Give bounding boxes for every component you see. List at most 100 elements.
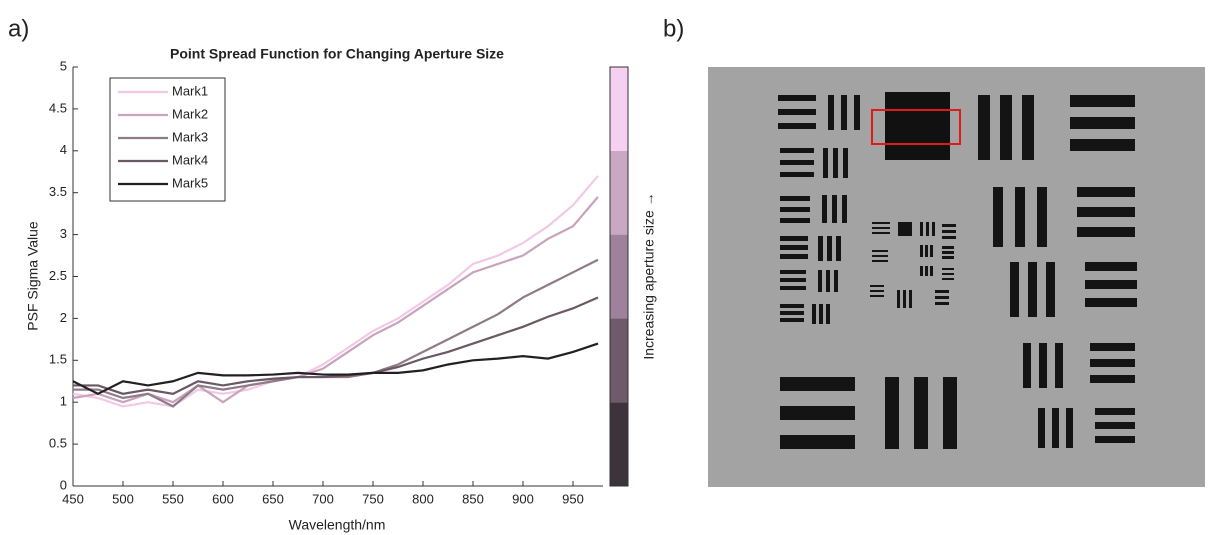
y-tick-label: 5 (60, 58, 67, 73)
target-bar (818, 270, 822, 292)
target-bar (1095, 436, 1135, 443)
target-bar (780, 278, 806, 282)
target-bar (780, 377, 855, 391)
target-bar (780, 196, 810, 201)
x-tick-label: 450 (62, 491, 84, 506)
x-tick-label: 700 (312, 491, 334, 506)
target-bar (843, 148, 848, 178)
target-bar (819, 304, 823, 324)
target-bar (930, 245, 933, 257)
target-bar (1023, 343, 1031, 388)
y-tick-label: 0 (60, 477, 67, 492)
target-bar (914, 377, 928, 449)
target-bar (780, 245, 808, 250)
x-tick-label: 500 (112, 491, 134, 506)
target-bar (930, 266, 933, 276)
target-bar (920, 245, 923, 257)
target-bar (780, 148, 814, 153)
target-bar (780, 270, 806, 274)
target-bar (903, 290, 906, 308)
target-bar (1090, 343, 1135, 351)
y-tick-label: 1 (60, 394, 67, 409)
target-bar (872, 232, 890, 234)
target-bar (1070, 117, 1135, 129)
target-bar (1070, 139, 1135, 151)
target-bar (942, 236, 956, 239)
target-bar (870, 295, 884, 297)
chart-title: Point Spread Function for Changing Apert… (170, 46, 504, 62)
target-square (885, 92, 950, 160)
series-line (72, 175, 599, 408)
target-bar (826, 270, 830, 292)
target-bar (942, 268, 954, 270)
target-bar (932, 222, 935, 236)
y-tick-label: 2 (60, 310, 67, 325)
target-bar (1095, 422, 1135, 429)
target-bar (780, 318, 804, 322)
target-bar (872, 222, 890, 224)
target-bar (828, 95, 834, 130)
target-bar (1037, 187, 1047, 247)
target-bar (780, 218, 810, 223)
target-bar (1039, 343, 1047, 388)
target-bar (1055, 343, 1063, 388)
series-line (72, 196, 599, 404)
legend-label: Mark1 (172, 83, 208, 98)
legend-label: Mark5 (172, 175, 208, 190)
target-bar (1066, 408, 1073, 448)
x-tick-label: 650 (262, 491, 284, 506)
target-bar (935, 302, 949, 305)
target-bar (822, 195, 827, 223)
target-bar (1085, 262, 1137, 271)
colorbar-segment (610, 150, 628, 235)
target-bar (885, 377, 899, 449)
legend-box (109, 77, 226, 202)
target-bar (818, 236, 823, 261)
target-bar (1085, 298, 1137, 307)
target-bar (942, 246, 954, 249)
panel-label: a) (8, 15, 29, 42)
target-bar (942, 251, 954, 254)
x-tick-label: 750 (362, 491, 384, 506)
target-bar (1077, 227, 1135, 237)
x-tick-label: 550 (162, 491, 184, 506)
target-photo (708, 67, 1205, 487)
target-bar (1085, 280, 1137, 289)
panel-label: b) (663, 15, 684, 42)
colorbar-frame (609, 66, 629, 487)
target-bar (854, 95, 860, 130)
colorbar-segment (610, 402, 628, 486)
target-bar (780, 406, 855, 420)
target-bar (780, 160, 814, 165)
y-tick-label: 4.5 (49, 100, 67, 115)
target-bar (943, 377, 957, 449)
target-bar (942, 278, 954, 280)
target-bar (870, 290, 884, 292)
target-bar (832, 195, 837, 223)
target-bar (1038, 408, 1045, 448)
target-bar (780, 286, 806, 290)
target-bar (872, 255, 888, 257)
target-bar (1015, 187, 1025, 247)
y-axis-label: PSF Sigma Value (25, 221, 41, 331)
target-bar (1070, 95, 1135, 107)
y-tick-label: 3.5 (49, 184, 67, 199)
target-bar (1022, 95, 1034, 160)
x-tick-label: 950 (562, 491, 584, 506)
target-bar (823, 148, 828, 178)
target-bar (935, 290, 949, 293)
target-square (898, 222, 912, 236)
target-bar (834, 270, 838, 292)
series-line (73, 296, 599, 395)
target-bar (841, 95, 847, 130)
y-tick-label: 4 (60, 142, 67, 157)
target-bar (872, 260, 888, 262)
y-tick-label: 3 (60, 226, 67, 241)
target-bar (925, 266, 928, 276)
target-bar (1028, 262, 1037, 317)
target-bar (925, 245, 928, 257)
target-bar (926, 222, 929, 236)
target-bar (778, 109, 816, 115)
x-tick-label: 800 (412, 491, 434, 506)
highlight-box (871, 109, 961, 145)
